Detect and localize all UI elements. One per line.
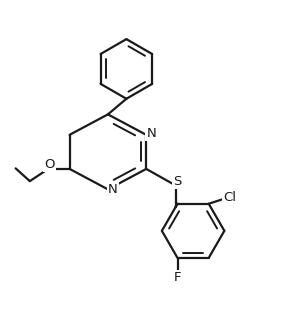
- Text: F: F: [174, 271, 181, 284]
- Text: N: N: [147, 127, 156, 140]
- Text: N: N: [108, 183, 118, 196]
- Text: S: S: [173, 175, 181, 188]
- Text: Cl: Cl: [224, 191, 237, 204]
- Text: O: O: [45, 159, 55, 171]
